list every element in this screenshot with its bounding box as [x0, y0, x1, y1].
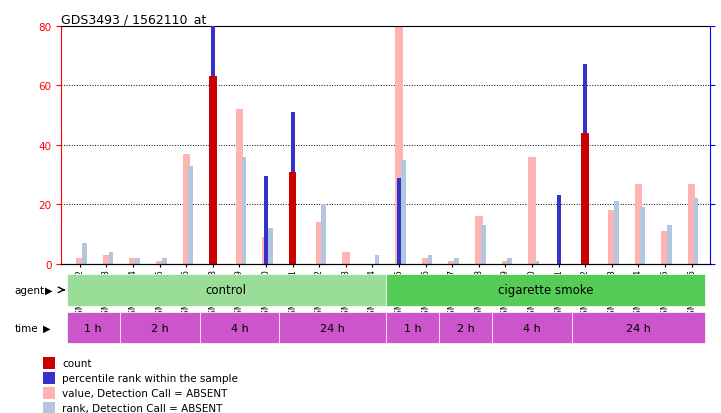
Bar	[211, 0, 215, 77]
Bar	[342, 252, 350, 264]
Bar	[661, 232, 668, 264]
Text: 2 h: 2 h	[456, 323, 474, 333]
Bar	[502, 261, 509, 264]
Bar	[268, 229, 273, 264]
Bar	[422, 259, 429, 264]
Text: 24 h: 24 h	[626, 323, 651, 333]
Bar	[401, 160, 406, 264]
Text: 4 h: 4 h	[523, 323, 541, 333]
Bar	[386, 274, 705, 306]
Bar	[289, 193, 296, 264]
Text: percentile rank within the sample: percentile rank within the sample	[63, 373, 239, 383]
Text: 24 h: 24 h	[320, 323, 345, 333]
Bar	[82, 244, 87, 264]
Bar	[291, 113, 295, 172]
Text: agent: agent	[14, 285, 45, 295]
Text: GDS3493 / 1562110_at: GDS3493 / 1562110_at	[61, 13, 207, 26]
Bar	[428, 255, 433, 264]
Bar	[386, 313, 439, 343]
Bar	[374, 255, 379, 264]
Bar	[508, 259, 512, 264]
Bar	[109, 252, 113, 264]
Bar	[188, 166, 193, 264]
Text: ▶: ▶	[45, 285, 53, 295]
Bar	[614, 202, 619, 264]
Bar	[43, 357, 56, 369]
Bar	[395, 27, 403, 264]
Bar	[129, 259, 137, 264]
Bar	[316, 223, 323, 264]
Bar	[581, 149, 589, 264]
Bar	[475, 217, 482, 264]
Bar	[236, 110, 243, 264]
Bar	[156, 261, 164, 264]
Bar	[279, 313, 386, 343]
Bar	[454, 259, 459, 264]
Bar	[242, 157, 247, 264]
Text: value, Detection Call = ABSENT: value, Detection Call = ABSENT	[63, 388, 228, 398]
Text: ▶: ▶	[43, 323, 50, 333]
Bar	[66, 274, 386, 306]
Text: 1 h: 1 h	[404, 323, 421, 333]
Bar	[528, 157, 536, 264]
Bar	[448, 261, 456, 264]
Bar	[264, 176, 268, 264]
Bar	[667, 226, 672, 264]
Bar	[557, 195, 561, 264]
Bar	[694, 199, 699, 264]
Bar	[103, 255, 110, 264]
Text: time: time	[14, 323, 38, 333]
Text: 4 h: 4 h	[231, 323, 248, 333]
Bar	[262, 237, 270, 264]
Bar	[608, 211, 616, 264]
Bar	[492, 313, 572, 343]
Bar	[534, 261, 539, 264]
Bar	[439, 313, 492, 343]
Bar	[481, 226, 486, 264]
Bar	[43, 372, 56, 384]
Bar	[182, 154, 190, 264]
Text: 1 h: 1 h	[84, 323, 102, 333]
Bar	[76, 259, 84, 264]
Bar	[688, 184, 695, 264]
Bar	[640, 208, 645, 264]
Bar	[289, 172, 296, 264]
Bar	[581, 134, 589, 264]
Bar	[572, 313, 705, 343]
Bar	[322, 205, 326, 264]
Bar	[200, 313, 279, 343]
Bar	[634, 184, 642, 264]
Bar	[397, 179, 401, 264]
Bar	[120, 313, 200, 343]
Text: 2 h: 2 h	[151, 323, 169, 333]
Text: control: control	[205, 284, 247, 297]
Bar	[583, 65, 587, 134]
Bar	[43, 387, 56, 399]
Bar	[43, 401, 56, 413]
Bar	[135, 259, 140, 264]
Bar	[162, 259, 167, 264]
Bar	[209, 77, 216, 264]
Text: count: count	[63, 358, 92, 368]
Bar	[66, 313, 120, 343]
Text: cigarette smoke: cigarette smoke	[497, 284, 593, 297]
Text: rank, Detection Call = ABSENT: rank, Detection Call = ABSENT	[63, 403, 223, 413]
